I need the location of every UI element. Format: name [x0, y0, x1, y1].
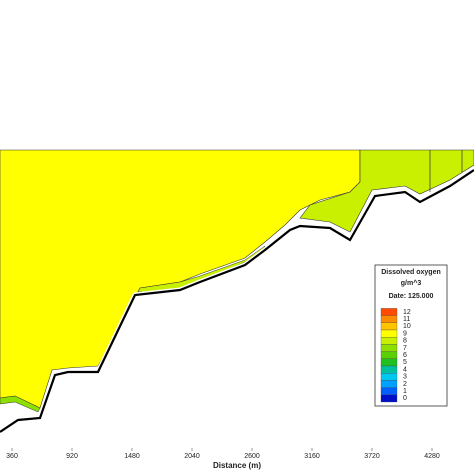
legend-swatch	[380, 308, 398, 316]
legend-swatch	[380, 394, 398, 403]
legend-label: 2	[403, 381, 407, 388]
legend-swatch	[380, 315, 398, 323]
legend: Dissolved oxygen g/m^3 Date: 125.000 121…	[374, 264, 448, 407]
legend-swatch	[380, 373, 398, 381]
x-tick-label: 360	[6, 453, 18, 460]
legend-swatch	[380, 365, 398, 374]
legend-label: 3	[403, 374, 407, 381]
legend-swatch	[380, 344, 398, 352]
legend-label: 1	[403, 388, 407, 395]
legend-label: 12	[403, 309, 411, 316]
legend-swatch	[380, 380, 398, 388]
x-tick-label: 2600	[244, 453, 260, 460]
legend-label: 4	[403, 366, 407, 373]
legend-label: 7	[403, 345, 407, 352]
legend-label: 5	[403, 359, 407, 366]
legend-swatch	[380, 387, 398, 395]
region-yellow	[0, 149, 361, 409]
legend-label: 10	[403, 323, 411, 330]
region-green	[299, 149, 474, 233]
legend-label: 6	[403, 352, 407, 359]
riverbed	[0, 169, 474, 433]
x-tick-label: 4280	[424, 453, 440, 460]
x-tick-label: 3720	[364, 453, 380, 460]
legend-unit: g/m^3	[401, 279, 422, 287]
x-tick-label: 2040	[184, 453, 200, 460]
region-green-strip	[0, 395, 41, 413]
legend-swatch	[380, 337, 398, 345]
x-axis: 360 920 1480 2040 2600 3160 3720 4280	[6, 448, 440, 460]
legend-title: Dissolved oxygen	[381, 269, 441, 276]
legend-label: 9	[403, 330, 407, 337]
legend-swatch	[380, 329, 398, 338]
legend-swatch	[380, 322, 398, 331]
x-tick-label: 1480	[124, 453, 140, 460]
legend-swatch	[380, 351, 398, 359]
x-tick-label: 3160	[304, 453, 320, 460]
plot-area	[0, 149, 474, 435]
legend-label: 8	[403, 338, 407, 345]
legend-date: Date: 125.000	[389, 293, 434, 300]
x-tick-label: 920	[66, 453, 78, 460]
legend-label: 11	[403, 316, 410, 323]
legend-label: 0	[403, 395, 407, 402]
x-axis-title: Distance (m)	[213, 461, 261, 470]
legend-swatch	[380, 358, 398, 367]
